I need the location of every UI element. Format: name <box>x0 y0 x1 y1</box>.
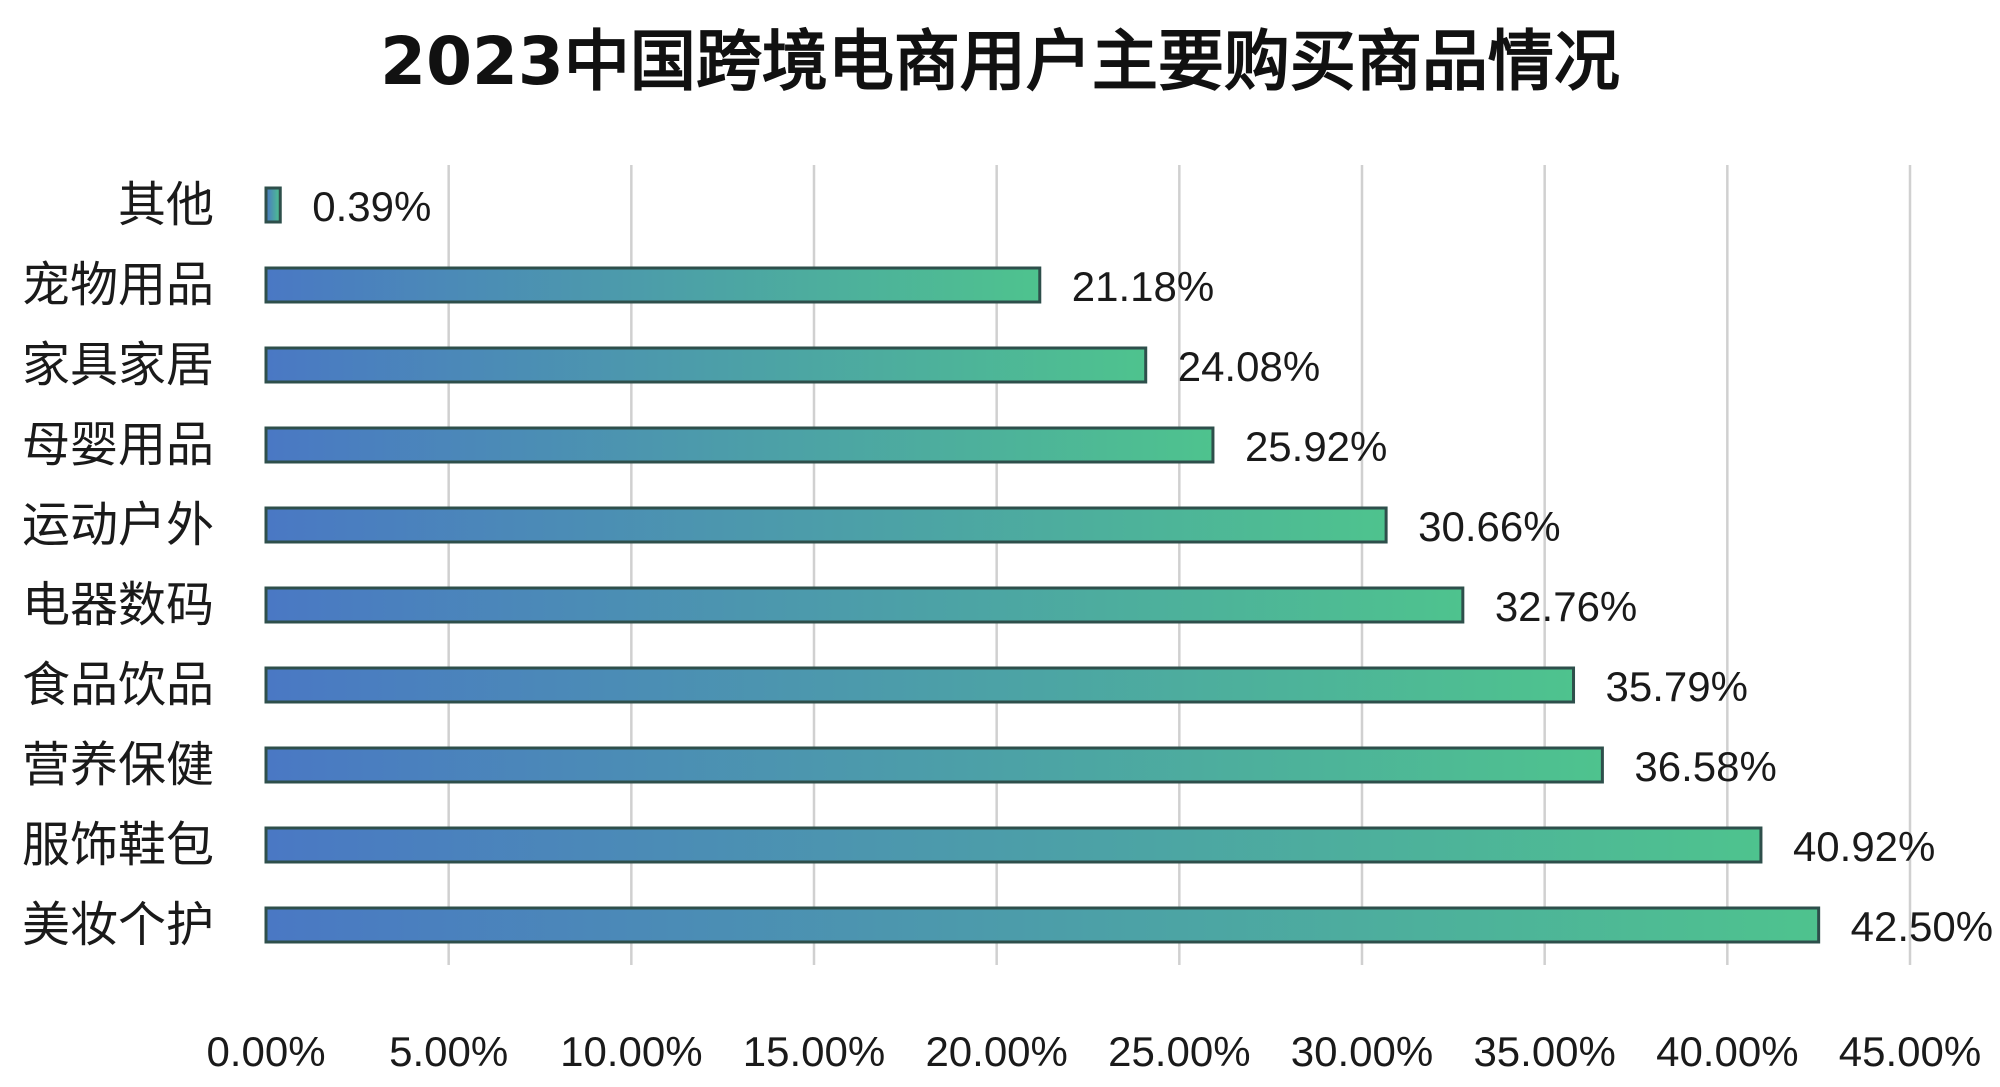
category-label: 美妆个护 <box>22 899 214 952</box>
category-label: 家具家居 <box>22 339 214 392</box>
x-tick-label: 5.00% <box>389 1028 508 1075</box>
data-label: 25.92% <box>1245 423 1387 470</box>
category-label: 运动户外 <box>22 499 214 552</box>
bar <box>264 586 1465 624</box>
bar <box>264 186 282 224</box>
data-label: 30.66% <box>1418 503 1560 550</box>
x-tick-label: 45.00% <box>1839 1028 1981 1075</box>
data-label: 35.79% <box>1606 663 1748 710</box>
chart-title: 2023中国跨境电商用户主要购买商品情况 <box>380 23 1620 100</box>
bar <box>264 426 1215 464</box>
x-tick-label: 25.00% <box>1108 1028 1250 1075</box>
data-label: 32.76% <box>1495 583 1637 630</box>
x-tick-label: 10.00% <box>560 1028 702 1075</box>
bar <box>264 506 1388 544</box>
data-label: 0.39% <box>312 183 431 230</box>
category-label: 营养保健 <box>22 739 214 792</box>
bar <box>264 266 1042 304</box>
bars <box>264 186 1821 944</box>
bar <box>264 746 1604 784</box>
category-label: 母婴用品 <box>22 419 214 472</box>
data-label: 24.08% <box>1178 343 1320 390</box>
x-tick-label: 35.00% <box>1473 1028 1615 1075</box>
data-label: 21.18% <box>1072 263 1214 310</box>
data-label: 36.58% <box>1634 743 1776 790</box>
bar <box>264 346 1148 384</box>
x-tick-label: 20.00% <box>925 1028 1067 1075</box>
x-tick-label: 30.00% <box>1291 1028 1433 1075</box>
bar <box>264 666 1576 704</box>
labels: 0.00% 5.00% 10.00% 15.00% 20.00% 25.00% 30.00%… <box>22 179 1993 1075</box>
category-label: 食品饮品 <box>22 659 214 712</box>
bar <box>264 826 1763 864</box>
bar <box>264 906 1821 944</box>
x-tick-label: 40.00% <box>1656 1028 1798 1075</box>
x-tick-label: 0.00% <box>206 1028 325 1075</box>
category-label: 电器数码 <box>22 579 214 632</box>
category-label: 其他 <box>118 179 214 232</box>
data-label: 40.92% <box>1793 823 1935 870</box>
category-label: 宠物用品 <box>22 259 214 312</box>
data-label: 42.50% <box>1851 903 1993 950</box>
x-tick-label: 15.00% <box>743 1028 885 1075</box>
category-label: 服饰鞋包 <box>22 819 214 872</box>
